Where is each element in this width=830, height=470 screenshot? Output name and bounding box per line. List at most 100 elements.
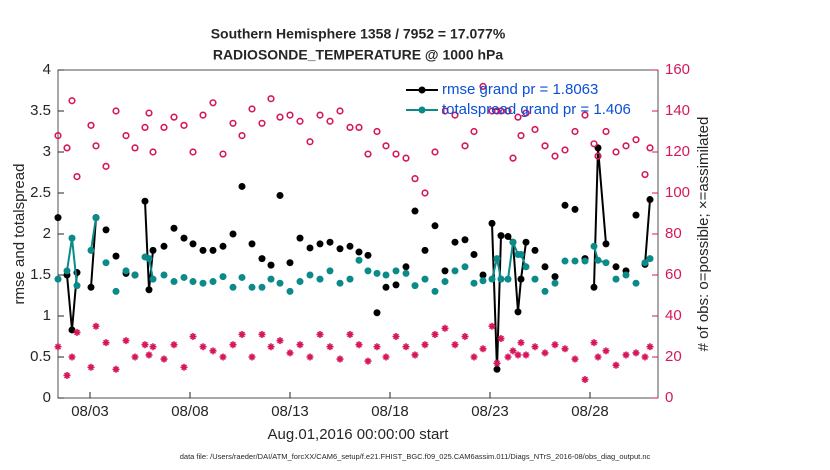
data-point [229, 283, 237, 291]
data-point [267, 95, 275, 103]
data-point [336, 279, 344, 287]
data-point [581, 111, 589, 119]
data-point [392, 267, 400, 275]
data-point [364, 150, 372, 158]
data-point [296, 234, 304, 242]
data-point [461, 142, 469, 150]
data-point [170, 341, 178, 349]
x-tick-label: 08/08 [171, 403, 209, 420]
data-point [63, 371, 71, 379]
data-point [594, 152, 602, 160]
data-point [441, 107, 449, 115]
y-tick-label: 1.5 [30, 266, 51, 283]
data-point [488, 322, 496, 330]
data-point [219, 273, 227, 281]
data-point [258, 119, 266, 127]
data-point [326, 238, 334, 246]
data-point [402, 263, 410, 271]
data-point [451, 341, 459, 349]
data-point [63, 144, 71, 152]
data-point [632, 211, 640, 219]
data-point [461, 236, 469, 244]
data-point [431, 330, 439, 338]
data-point [479, 271, 487, 279]
data-point [160, 355, 168, 363]
data-point [209, 246, 217, 254]
data-point [122, 337, 130, 345]
data-point [258, 330, 266, 338]
data-point [87, 246, 95, 254]
data-point [517, 132, 525, 140]
data-point [68, 234, 76, 242]
data-point [355, 248, 363, 256]
data-point [561, 201, 569, 209]
data-point [355, 341, 363, 349]
data-point [461, 333, 469, 340]
data-point [219, 353, 227, 361]
data-point [145, 109, 153, 117]
data-point [470, 353, 478, 361]
data-point [479, 345, 487, 353]
data-point [326, 117, 334, 125]
data-point [493, 365, 501, 373]
data-point [248, 240, 256, 248]
y2-tick-label: 20 [665, 348, 682, 365]
y-tick-label: 2 [43, 225, 51, 242]
data-point [402, 343, 410, 351]
data-point [160, 242, 168, 250]
data-point [267, 261, 275, 269]
data-point [451, 111, 459, 119]
data-point [180, 121, 188, 129]
data-point [355, 256, 363, 264]
data-point [411, 282, 419, 290]
data-point [346, 330, 354, 338]
data-point [364, 357, 372, 365]
data-point [493, 255, 501, 263]
data-point [92, 322, 100, 330]
data-point [421, 246, 429, 254]
data-point [336, 355, 344, 363]
x-tick-label: 08/13 [271, 403, 309, 420]
data-point [346, 123, 354, 131]
data-point [392, 333, 400, 340]
data-point [112, 365, 120, 373]
data-point [248, 283, 256, 291]
data-point [509, 238, 517, 246]
data-point [316, 240, 324, 248]
data-point [286, 287, 294, 295]
data-point [373, 309, 381, 317]
data-point [122, 132, 130, 140]
data-point [258, 283, 266, 291]
data-point [149, 148, 157, 156]
data-point [470, 251, 478, 258]
data-point [561, 257, 569, 265]
data-point [267, 275, 275, 283]
data-point [602, 347, 610, 355]
y-tick-label: 0 [43, 389, 51, 406]
data-point [571, 355, 579, 363]
data-point [112, 287, 120, 295]
data-point [54, 132, 62, 140]
data-point [87, 283, 95, 291]
data-point [531, 246, 539, 254]
data-point [189, 148, 197, 156]
data-point [199, 111, 207, 119]
data-point [296, 117, 304, 125]
data-point [441, 324, 449, 332]
x-tick-label: 08/23 [471, 403, 509, 420]
data-point [641, 170, 649, 179]
y2-tick-label: 100 [665, 184, 690, 201]
data-point [504, 353, 512, 361]
chart-subtitle: RADIOSONDE_TEMPERATURE @ 1000 hPa [213, 47, 504, 63]
x-tick-label: 08/18 [371, 403, 409, 420]
data-point [189, 240, 197, 248]
data-point [296, 278, 304, 286]
data-point [551, 273, 559, 281]
data-point [622, 142, 630, 150]
data-point [497, 275, 505, 283]
data-point [102, 162, 110, 170]
data-point [87, 121, 95, 129]
data-point [122, 267, 130, 275]
data-point [646, 343, 654, 351]
data-point [602, 240, 610, 248]
